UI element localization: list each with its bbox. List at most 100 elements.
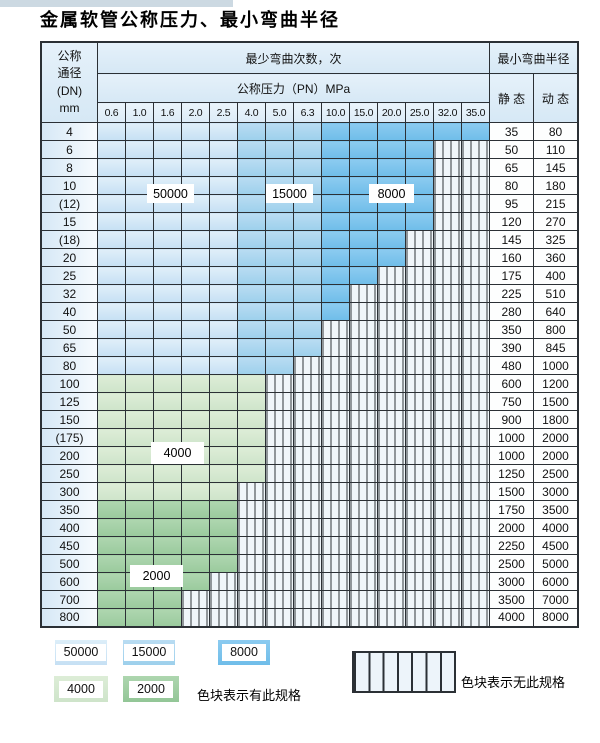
cycles-zone-label-4000: 4000 — [151, 442, 204, 464]
dn-label: 10 — [40, 176, 98, 195]
cycle-cell — [321, 536, 350, 555]
static-radius-cell: 1000 — [489, 446, 534, 465]
table-row: (18) 145 325 — [40, 230, 579, 249]
cycle-cell — [153, 302, 182, 321]
cycle-cell — [125, 392, 154, 411]
dn-label: 600 — [40, 572, 98, 591]
cycle-cell — [209, 536, 238, 555]
table-row: 250 1250 2500 — [40, 464, 579, 483]
cycle-cell — [321, 140, 350, 159]
cycle-cell — [265, 122, 294, 141]
cycle-cell — [321, 518, 350, 537]
dynamic-radius-cell: 1000 — [533, 356, 579, 375]
dynamic-radius-cell: 4500 — [533, 536, 579, 555]
cycle-cell — [265, 392, 294, 411]
cycle-cell — [461, 302, 490, 321]
cycle-cell — [377, 536, 406, 555]
cycle-cell — [97, 338, 126, 357]
cycle-cell — [265, 356, 294, 375]
dynamic-radius-cell: 2500 — [533, 464, 579, 483]
cycle-cell — [433, 374, 462, 393]
table-row: (175) 1000 2000 — [40, 428, 579, 447]
cycle-cell — [433, 428, 462, 447]
table-row: 8 65 145 — [40, 158, 579, 177]
cycle-cell — [153, 320, 182, 339]
cycle-cell — [125, 140, 154, 159]
cycle-cell — [209, 554, 238, 573]
table-row: 500 2500 5000 — [40, 554, 579, 573]
static-radius-cell: 390 — [489, 338, 534, 357]
pressure-value-header: 15.0 — [349, 102, 378, 123]
cycle-cell — [461, 230, 490, 249]
cycle-cell — [153, 230, 182, 249]
dn-label: 4 — [40, 122, 98, 141]
cycle-cell — [237, 500, 266, 519]
cycle-cell — [181, 230, 210, 249]
cycle-cell — [349, 356, 378, 375]
table-row: 300 1500 3000 — [40, 482, 579, 501]
legend-has-spec-note: 色块表示有此规格 — [197, 688, 302, 703]
cycle-cell — [153, 248, 182, 267]
cycle-cell — [377, 140, 406, 159]
cycle-cell — [293, 356, 322, 375]
static-radius-cell: 145 — [489, 230, 534, 249]
cycle-cell — [265, 572, 294, 591]
cycle-cell — [265, 482, 294, 501]
cycle-cell — [349, 284, 378, 303]
cycle-cell — [377, 572, 406, 591]
legend-swatch-8000: 8000 — [218, 640, 270, 665]
cycle-cell — [293, 410, 322, 429]
static-radius-cell: 3500 — [489, 590, 534, 609]
dn-label: 80 — [40, 356, 98, 375]
cycle-cell — [97, 500, 126, 519]
cycle-cell — [237, 536, 266, 555]
cycle-cell — [293, 302, 322, 321]
table-row: 100 600 1200 — [40, 374, 579, 393]
table-row: 600 3000 6000 — [40, 572, 579, 591]
cycle-cell — [153, 212, 182, 231]
cycle-cell — [321, 608, 350, 627]
cycle-cell — [237, 482, 266, 501]
pressure-header: 公称压力（PN）MPa — [97, 73, 490, 103]
cycle-cell — [153, 266, 182, 285]
static-radius-cell: 600 — [489, 374, 534, 393]
static-radius-cell: 2250 — [489, 536, 534, 555]
cycle-cell — [237, 266, 266, 285]
dynamic-radius-cell: 800 — [533, 320, 579, 339]
cycle-cell — [265, 158, 294, 177]
cycle-cell — [377, 338, 406, 357]
cycle-cell — [293, 284, 322, 303]
static-radius-cell: 350 — [489, 320, 534, 339]
cycle-cell — [97, 122, 126, 141]
static-radius-cell: 2000 — [489, 518, 534, 537]
cycle-cell — [97, 284, 126, 303]
table-row: 400 2000 4000 — [40, 518, 579, 537]
cycle-cell — [433, 284, 462, 303]
cycle-cell — [97, 518, 126, 537]
legend-swatch-15000: 15000 — [123, 640, 175, 665]
cycle-cell — [97, 248, 126, 267]
cycle-cell — [349, 410, 378, 429]
static-radius-cell: 50 — [489, 140, 534, 159]
dn-label: 300 — [40, 482, 98, 501]
cycle-cell — [181, 518, 210, 537]
cycle-cell — [405, 392, 434, 411]
table-row: 4 35 80 — [40, 122, 579, 141]
cycle-cell — [265, 374, 294, 393]
cycle-cell — [293, 248, 322, 267]
cycle-cell — [209, 572, 238, 591]
cycle-cell — [97, 266, 126, 285]
cycle-cell — [153, 158, 182, 177]
cycle-cell — [461, 356, 490, 375]
cycle-cell — [237, 410, 266, 429]
cycle-cell — [97, 320, 126, 339]
cycle-cell — [125, 266, 154, 285]
dynamic-radius-cell: 360 — [533, 248, 579, 267]
pressure-value-header: 4.0 — [237, 102, 266, 123]
cycle-cell — [405, 518, 434, 537]
cycle-cell — [349, 518, 378, 537]
cycle-cell — [209, 302, 238, 321]
cycle-cell — [181, 158, 210, 177]
cycle-cell — [293, 464, 322, 483]
cycle-cell — [181, 392, 210, 411]
